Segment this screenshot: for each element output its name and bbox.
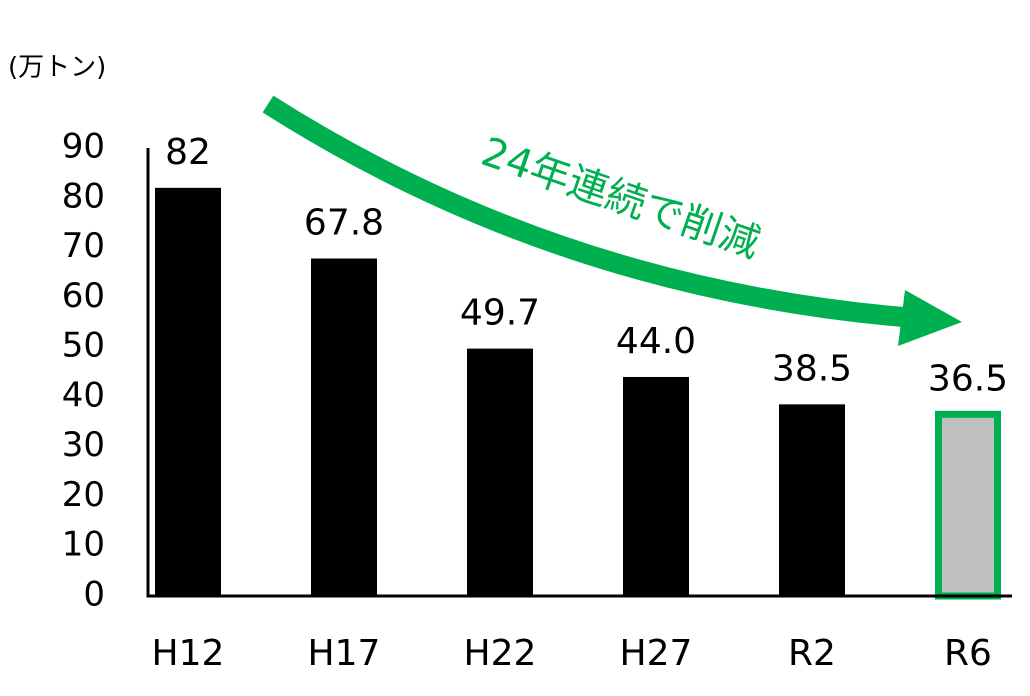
x-tick-label: R2 (788, 633, 836, 674)
y-tick-label: 0 (83, 575, 105, 615)
value-label: 38.5 (772, 348, 852, 389)
annotation: 24年連続で削減 (476, 129, 766, 267)
y-tick-label: 90 (62, 127, 105, 167)
value-label: 36.5 (928, 358, 1008, 399)
unit-label: (万トン) (8, 53, 106, 83)
x-tick-label: H12 (152, 633, 225, 674)
bar (779, 404, 845, 596)
bar (311, 258, 377, 596)
y-tick-label: 10 (62, 525, 105, 565)
x-tick-label: R6 (944, 633, 992, 674)
y-tick-label: 70 (62, 226, 105, 266)
y-tick-label: 50 (62, 326, 105, 366)
trend-arrow (262, 95, 962, 346)
bar (623, 376, 689, 596)
bar (467, 348, 533, 596)
bar (155, 187, 221, 597)
y-tick-label: 80 (62, 176, 105, 216)
x-tick-label: H22 (464, 633, 537, 674)
y-tick-label: 30 (62, 425, 105, 465)
value-label: 44.0 (616, 321, 696, 362)
bar (935, 410, 1001, 600)
arrow-head (898, 290, 962, 346)
y-tick-label: 40 (62, 375, 105, 415)
y-tick-label: 60 (62, 276, 105, 316)
value-label: 67.8 (304, 203, 384, 244)
x-tick-label: H27 (620, 633, 693, 674)
value-label: 82 (165, 132, 211, 173)
x-tick-label: H17 (308, 633, 381, 674)
arrow-shaft (262, 95, 916, 328)
y-tick-label: 20 (62, 475, 105, 515)
value-label: 49.7 (460, 293, 540, 334)
